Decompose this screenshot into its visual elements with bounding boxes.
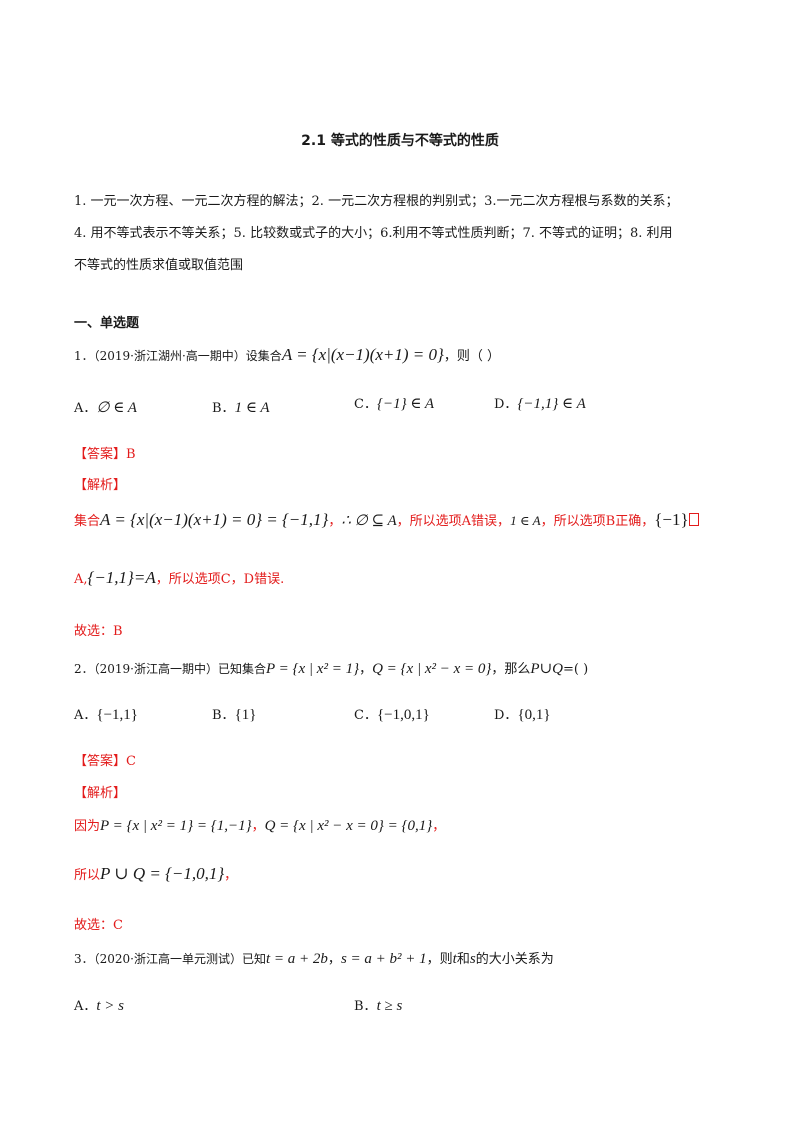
q2-option-d: D．{0,1} bbox=[494, 707, 551, 723]
q2-analysis-tag: 【解析】 bbox=[74, 786, 127, 801]
q1-option-b: B．1 ∈ A bbox=[212, 400, 270, 416]
question-3-stem-line: 3．（2020·浙江高一单元测试）已知t = a + 2b，s = a + b²… bbox=[74, 951, 554, 967]
q1-solution-line-1: 集合A = {x|(x−1)(x+1) = 0} = {−1,1}，∴ ∅ ⊆ … bbox=[74, 510, 699, 530]
q1-conclusion: 故选：B bbox=[74, 624, 123, 639]
q1-answer-tag: 【答案】B bbox=[74, 447, 136, 462]
missing-glyph-box bbox=[688, 513, 699, 526]
q2-solution-line-2: 所以P ∪ Q = {−1,0,1}， bbox=[74, 864, 238, 883]
question-1-tail: ，则（ ） bbox=[443, 349, 500, 364]
q1-option-a: A．∅ ∈ A bbox=[74, 400, 137, 416]
q3-option-a: A．t > s bbox=[74, 998, 125, 1014]
section-heading: 一、单选题 bbox=[74, 316, 140, 331]
q2-answer-tag: 【答案】C bbox=[74, 754, 136, 769]
intro-line-3: 不等式的性质求值或取值范围 bbox=[74, 258, 244, 273]
q2-option-a: A．{−1,1} bbox=[74, 707, 138, 723]
intro-line-2: 4. 用不等式表示不等关系；5. 比较数或式子的大小；6.利用不等式性质判断；7… bbox=[74, 226, 673, 241]
q1-solution-line-2: A,{−1,1}=A，所以选项C，D错误. bbox=[74, 568, 285, 587]
q2-conclusion: 故选：C bbox=[74, 918, 123, 933]
page-title: 2.1 等式的性质与不等式的性质 bbox=[301, 133, 499, 149]
q1-analysis-tag: 【解析】 bbox=[74, 478, 127, 493]
q3-option-b: B．t ≥ s bbox=[354, 998, 403, 1014]
q2-option-b: B．{1} bbox=[212, 707, 257, 723]
question-2-stem-line: 2．（2019·浙江高一期中）已知集合P = {x | x² = 1}，Q = … bbox=[74, 661, 589, 677]
intro-line-1: 1. 一元一次方程、一元二次方程的解法；2. 一元二次方程根的判别式；3.一元二… bbox=[74, 194, 679, 209]
q1-option-c: C．{−1} ∈ A bbox=[354, 396, 435, 412]
q1-option-d: D．{−1,1} ∈ A bbox=[494, 396, 586, 412]
q2-option-c: C．{−1,0,1} bbox=[354, 707, 430, 723]
question-1-stem-line: 1．（2019·浙江湖州·高一期中）设集合A = {x|(x−1)(x+1) =… bbox=[74, 345, 500, 365]
q2-solution-line-1: 因为P = {x | x² = 1} = {1,−1}，Q = {x | x² … bbox=[74, 818, 446, 834]
question-1-stem: 1．（2019·浙江湖州·高一期中）设集合 bbox=[74, 349, 282, 363]
question-1-formula: A = {x|(x−1)(x+1) = 0} bbox=[281, 345, 444, 364]
